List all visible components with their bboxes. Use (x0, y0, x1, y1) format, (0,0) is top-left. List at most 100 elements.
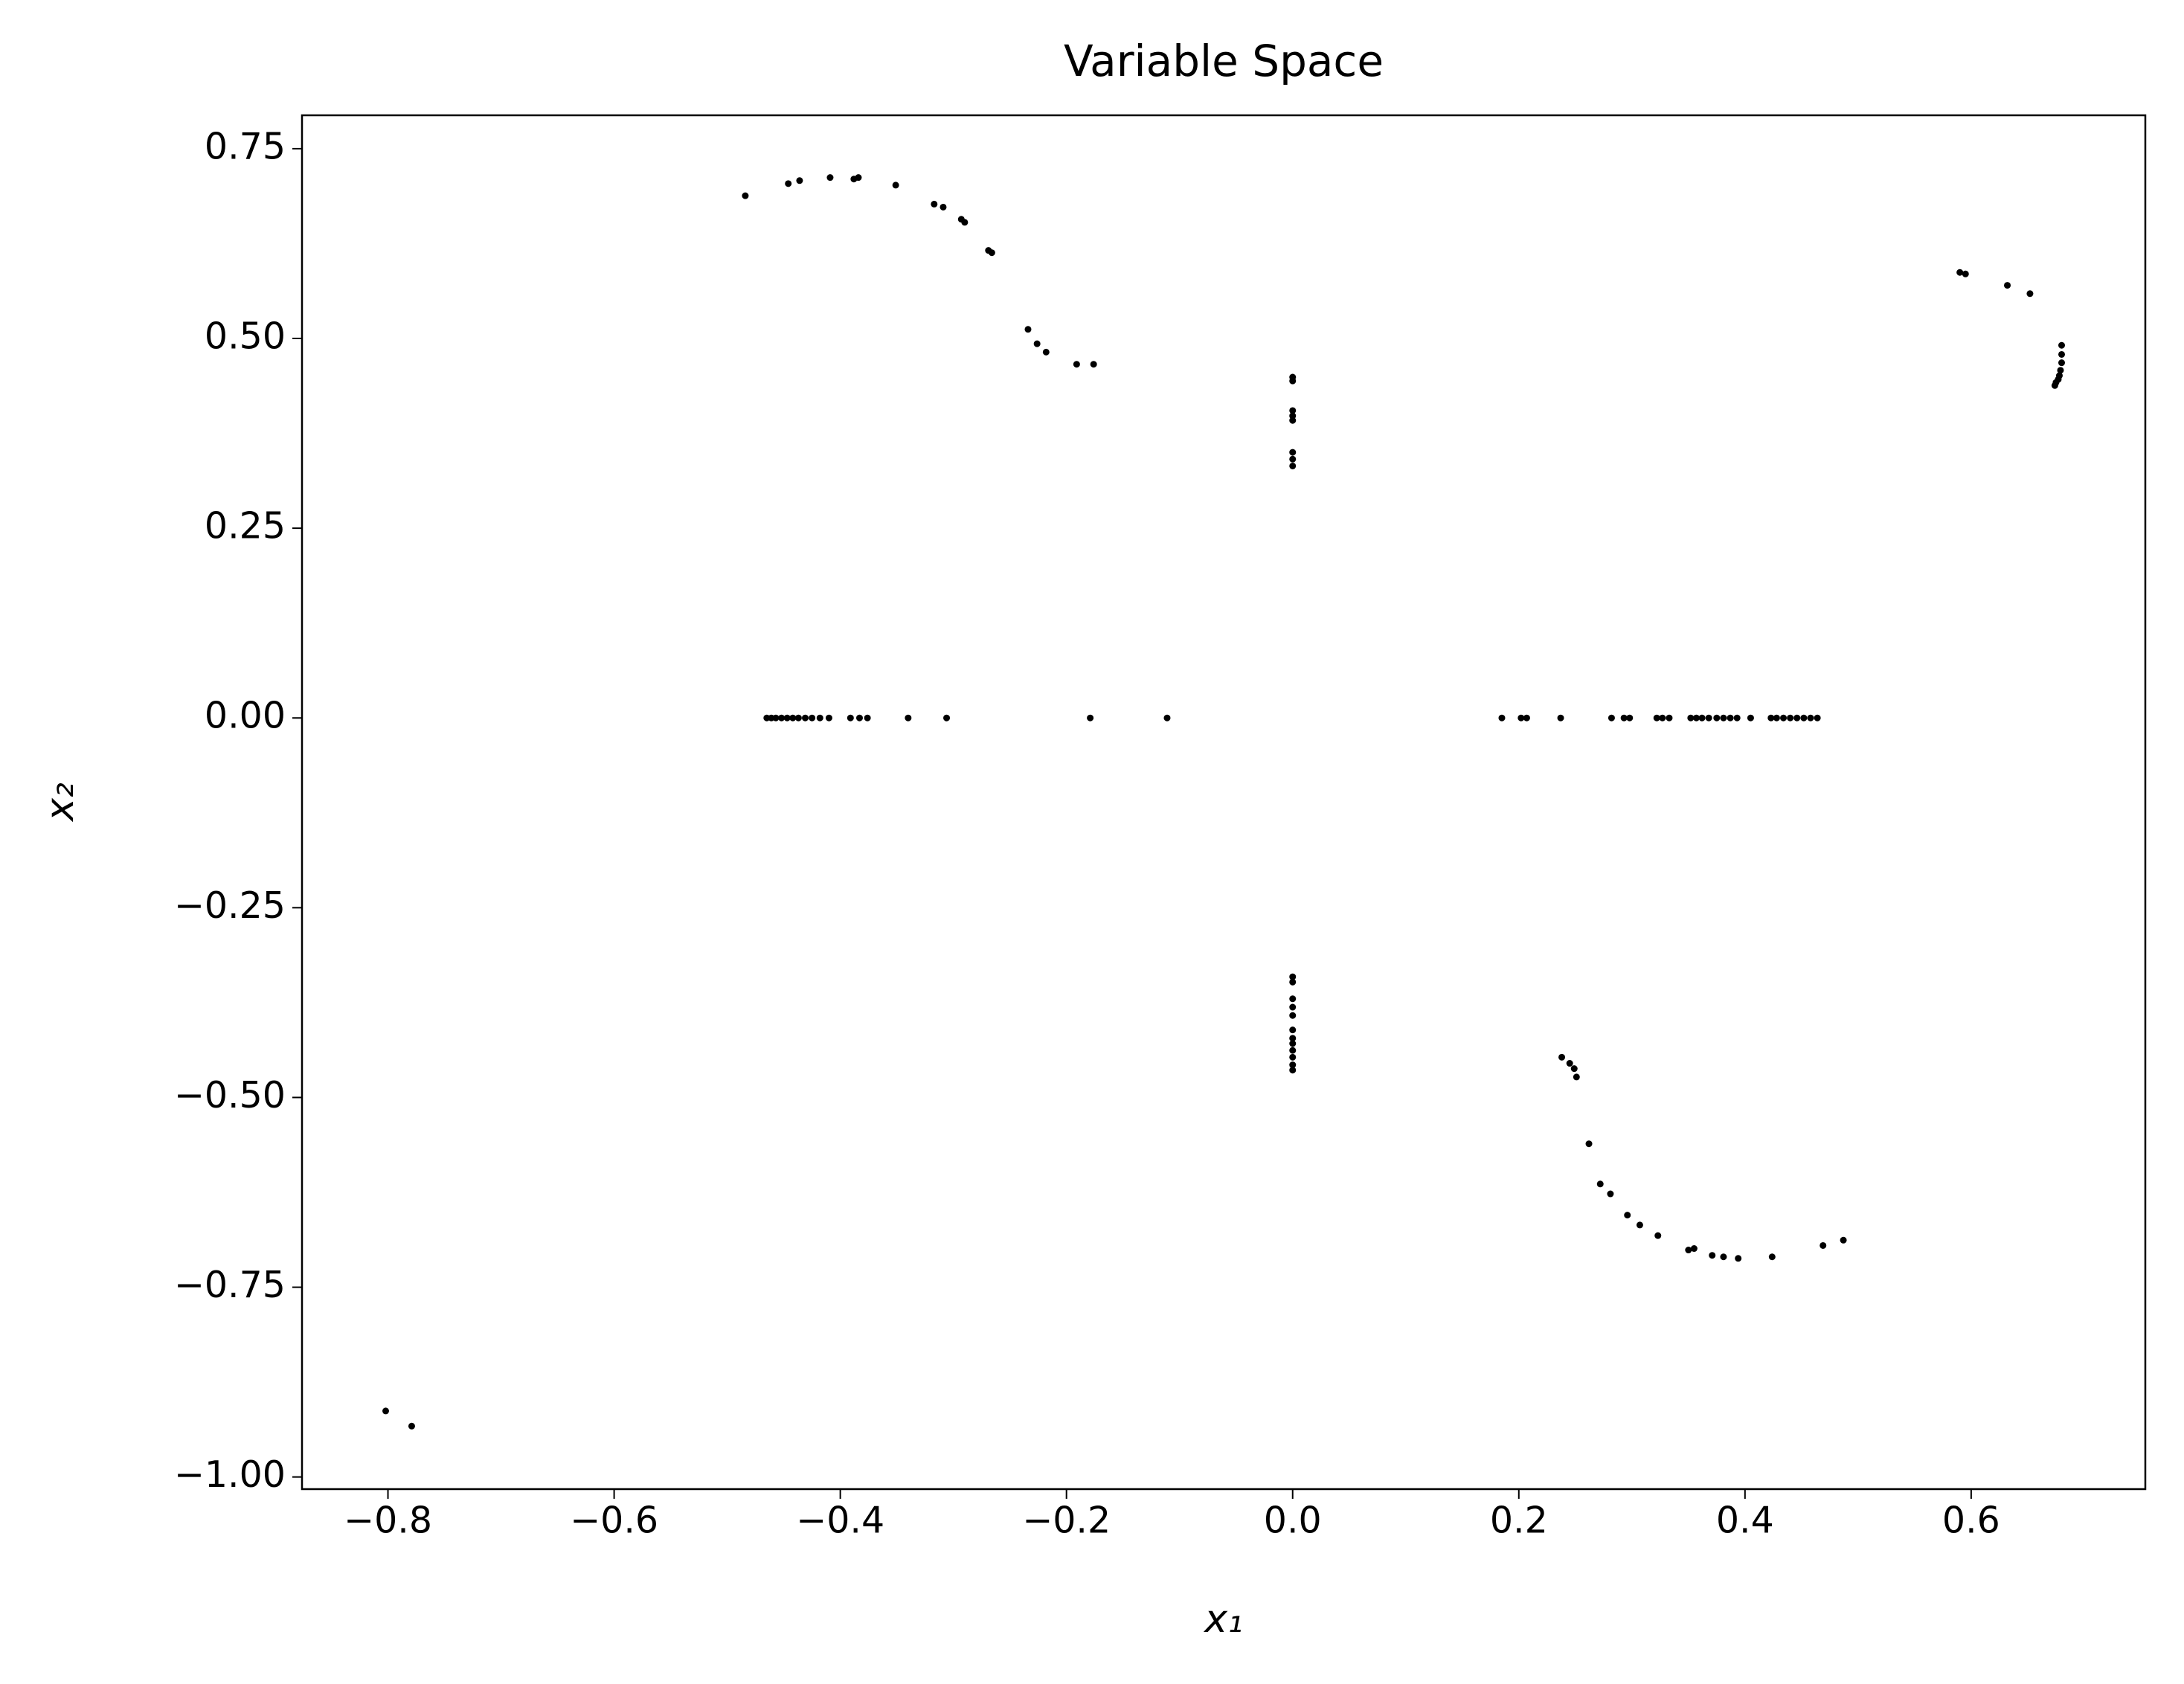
point (1073, 361, 1080, 368)
point (1289, 1053, 1297, 1061)
point (847, 714, 854, 722)
point (1773, 714, 1780, 722)
point (1690, 1245, 1698, 1253)
point (1090, 361, 1097, 368)
point (772, 714, 780, 722)
point (816, 714, 823, 722)
point (1570, 1065, 1578, 1073)
point (1653, 714, 1660, 722)
point (1962, 270, 1969, 277)
point (1698, 714, 1706, 722)
point (783, 714, 791, 722)
point (1289, 978, 1297, 986)
point (1289, 1047, 1297, 1054)
y-tick-label: −0.25 (174, 884, 286, 927)
y-tick-label: 0.00 (205, 695, 286, 737)
point (802, 714, 809, 722)
point (1163, 714, 1171, 722)
point (2058, 350, 2066, 358)
point (2058, 359, 2066, 367)
point (943, 714, 951, 722)
point (961, 219, 969, 226)
point (1654, 1232, 1662, 1239)
point (1956, 269, 1964, 276)
point (1747, 714, 1754, 722)
chart-title: Variable Space (1064, 36, 1384, 86)
point (1807, 714, 1814, 722)
x-tick-label: −0.4 (796, 1500, 884, 1542)
point (905, 714, 912, 722)
point (408, 1422, 415, 1430)
x-tick-label: 0.2 (1490, 1500, 1548, 1542)
point (892, 181, 899, 189)
point (1289, 377, 1297, 385)
point (778, 714, 786, 722)
x-tick-label: 0.4 (1716, 1500, 1774, 1542)
point (1608, 714, 1615, 722)
point (2051, 382, 2058, 389)
point (2026, 290, 2034, 298)
point (809, 714, 816, 722)
point (1289, 462, 1297, 469)
y-axis-label: x₂ (38, 782, 83, 823)
point (2058, 341, 2066, 349)
point (1289, 1061, 1297, 1069)
point (1787, 714, 1794, 722)
point (1620, 714, 1628, 722)
point (1793, 714, 1801, 722)
point (1727, 714, 1734, 722)
point (988, 249, 995, 257)
point (796, 177, 803, 184)
point (931, 200, 938, 208)
point (1558, 1053, 1566, 1061)
point (1517, 714, 1525, 722)
point (1557, 714, 1564, 722)
point (785, 180, 792, 187)
point (940, 203, 947, 210)
point (1733, 714, 1741, 722)
point (1624, 1212, 1631, 1219)
point (1800, 714, 1808, 722)
point (2057, 367, 2064, 374)
point (1289, 1067, 1297, 1074)
point (1087, 714, 1094, 722)
point (1720, 714, 1727, 722)
point (1713, 714, 1721, 722)
point (1705, 714, 1712, 722)
y-tick-label: −0.75 (174, 1264, 286, 1306)
point (742, 192, 749, 199)
point (1596, 1180, 1604, 1188)
x-tick-label: −0.8 (344, 1500, 432, 1542)
point (1289, 1040, 1297, 1047)
point (1720, 1253, 1727, 1261)
point (1768, 1253, 1776, 1261)
x-axis-label: x₁ (1203, 1597, 1243, 1642)
point (1820, 1241, 1827, 1249)
point (1685, 1247, 1692, 1254)
point (1767, 714, 1775, 722)
point (1289, 1035, 1297, 1042)
point (1709, 1252, 1716, 1259)
point (1289, 417, 1297, 424)
y-tick-label: 0.75 (205, 125, 286, 167)
point (1780, 714, 1788, 722)
point (1573, 1073, 1580, 1081)
point (1033, 340, 1041, 347)
point (1498, 714, 1506, 722)
point (1607, 1190, 1614, 1198)
point (1523, 714, 1530, 722)
point (382, 1407, 389, 1415)
point (1659, 714, 1666, 722)
point (826, 174, 834, 181)
point (1585, 1140, 1593, 1148)
y-tick-label: 0.25 (205, 505, 286, 547)
point (1289, 973, 1297, 980)
point (1289, 1012, 1297, 1019)
point (855, 714, 863, 722)
point (1840, 1236, 1847, 1244)
point (1687, 714, 1695, 722)
point (1289, 449, 1297, 456)
y-tick-label: −1.00 (174, 1453, 286, 1496)
point (789, 714, 797, 722)
